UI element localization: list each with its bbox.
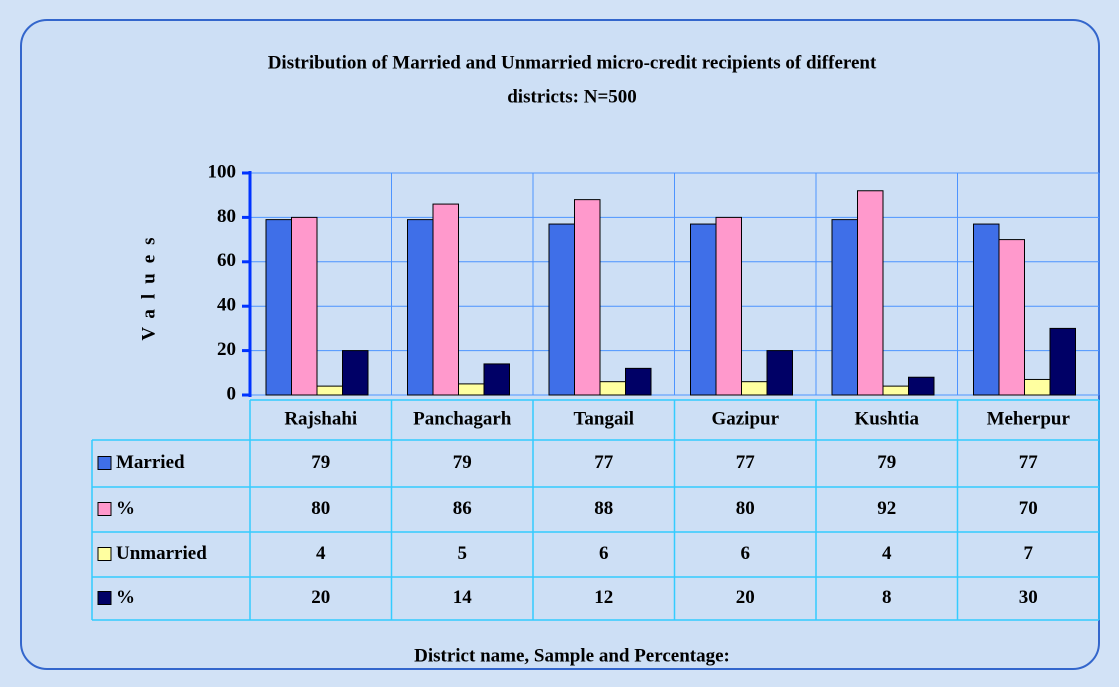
bar: [548, 223, 575, 396]
bar: [483, 363, 510, 396]
bar: [882, 385, 909, 396]
bar: [857, 190, 884, 396]
table-value: 8: [882, 587, 892, 608]
bar: [407, 219, 434, 396]
bar: [1024, 378, 1051, 396]
table-value: 80: [736, 498, 755, 519]
legend-label: Married: [116, 452, 185, 473]
legend-swatch: [97, 456, 112, 470]
legend-label: %: [116, 498, 135, 519]
bar: [432, 203, 459, 396]
x-tick-label: Gazipur: [711, 408, 779, 429]
bar: [265, 219, 292, 396]
bar: [741, 381, 768, 396]
x-tick-label: Rajshahi: [284, 408, 357, 429]
bar: [574, 199, 601, 396]
table-value: 20: [311, 587, 330, 608]
bar: [973, 223, 1000, 396]
chart-title-line: Distribution of Married and Unmarried mi…: [268, 52, 877, 73]
y-tick-label: 100: [208, 161, 237, 182]
table-value: 88: [594, 498, 613, 519]
bar: [766, 350, 793, 396]
table-value: 6: [741, 543, 751, 564]
table-value: 70: [1019, 498, 1038, 519]
x-tick-label: Panchagarh: [413, 408, 512, 429]
table-value: 79: [311, 452, 330, 473]
table-value: 6: [599, 543, 609, 564]
legend-swatch: [97, 502, 112, 516]
table-value: 20: [736, 587, 755, 608]
bar: [1049, 327, 1076, 396]
table-value: 77: [736, 452, 756, 473]
table-value: 14: [453, 587, 473, 608]
legend-label: Unmarried: [116, 543, 207, 564]
bar: [625, 367, 652, 396]
y-tick-label: 0: [227, 383, 237, 404]
chart-title-line: districts: N=500: [507, 86, 637, 107]
bar: [690, 223, 717, 396]
legend-swatch: [97, 547, 112, 561]
y-tick-label: 60: [217, 250, 236, 271]
bar: [715, 216, 742, 396]
x-tick-label: Kushtia: [855, 408, 920, 429]
table-value: 77: [1019, 452, 1039, 473]
bar: [342, 350, 369, 396]
bar: [831, 219, 858, 396]
legend-swatch: [97, 591, 112, 605]
y-axis-title: Values: [138, 227, 159, 340]
table-value: 4: [316, 543, 326, 564]
bar: [458, 383, 485, 396]
x-axis-title: District name, Sample and Percentage:: [414, 645, 730, 666]
table-value: 79: [453, 452, 472, 473]
table-value: 4: [882, 543, 892, 564]
table-value: 7: [1024, 543, 1034, 564]
bar: [998, 239, 1025, 396]
legend-label: %: [116, 587, 135, 608]
table-value: 92: [877, 498, 896, 519]
table-value: 12: [594, 587, 613, 608]
table-value: 77: [594, 452, 614, 473]
table-value: 5: [458, 543, 468, 564]
bar: [908, 376, 935, 396]
table-value: 79: [877, 452, 896, 473]
x-tick-label: Tangail: [573, 408, 634, 429]
table-value: 30: [1019, 587, 1038, 608]
x-tick-label: Meherpur: [987, 408, 1071, 429]
table-value: 86: [453, 498, 472, 519]
bar: [316, 385, 343, 396]
y-tick-label: 40: [217, 295, 236, 316]
y-tick-label: 80: [217, 206, 236, 227]
y-tick-label: 20: [217, 339, 236, 360]
bar: [599, 381, 626, 396]
table-value: 80: [311, 498, 330, 519]
bar: [291, 216, 318, 396]
